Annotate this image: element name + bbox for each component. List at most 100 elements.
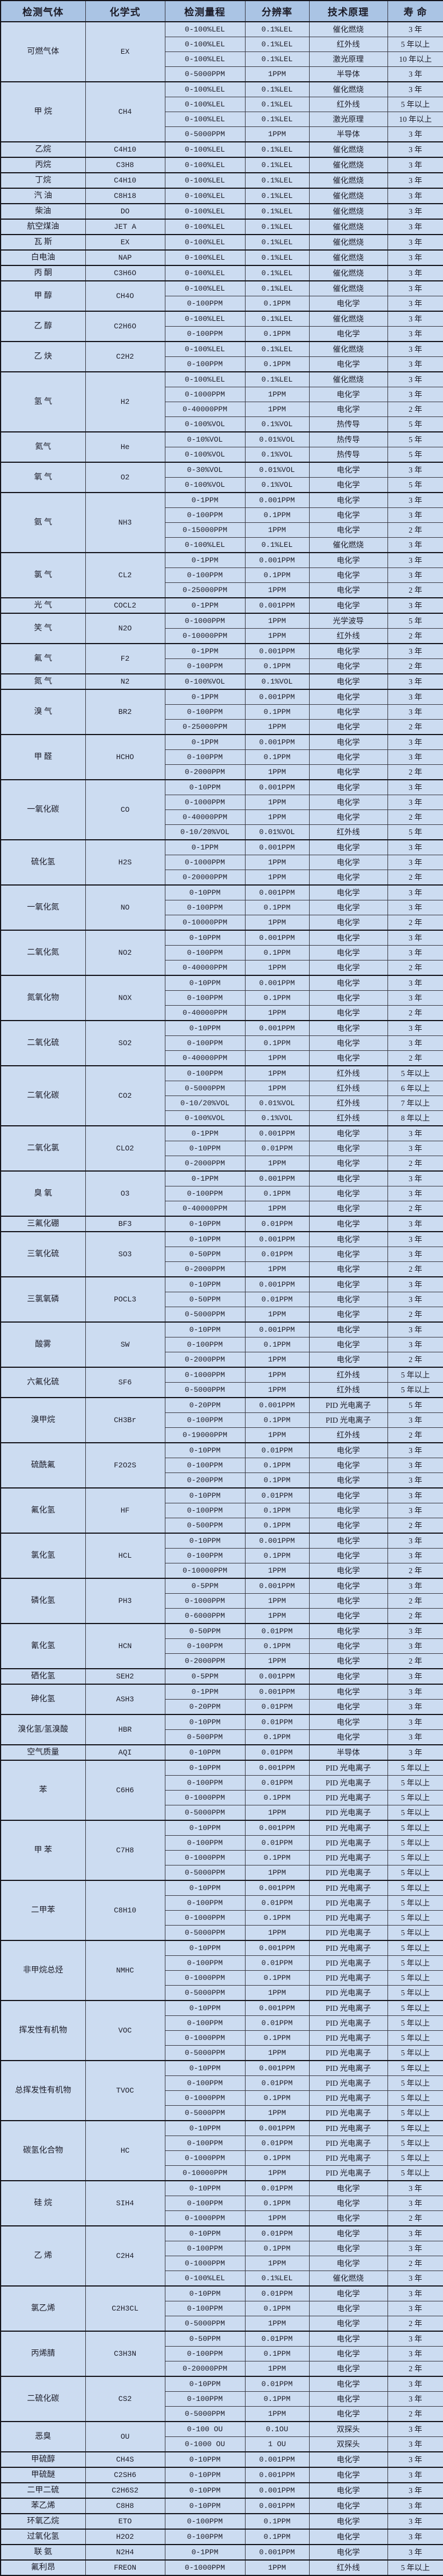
lifespan-cell: 3 年 bbox=[387, 2421, 443, 2437]
lifespan-cell: 5 年以上 bbox=[387, 2136, 443, 2151]
lifespan-cell: 3 年 bbox=[387, 2529, 443, 2545]
resolution-cell: 0.001PPM bbox=[244, 552, 310, 568]
resolution-cell: 0.1OU bbox=[244, 2421, 310, 2437]
lifespan-cell: 2 年 bbox=[387, 402, 443, 417]
resolution-cell: 0.1%LEL bbox=[244, 37, 310, 52]
resolution-cell: 0.1%LEL bbox=[244, 172, 310, 189]
resolution-cell: 0.1PPM bbox=[244, 1910, 310, 1926]
table-row: 砷化氢 ASH3 0-1PPM 0.001PPM 电化学 3 年 bbox=[0, 1684, 443, 1715]
gas-name-cell: 一氧化氮 bbox=[0, 884, 86, 931]
resolution-cell: 0.1%LEL bbox=[244, 371, 310, 387]
gas-formula-cell: C2H2 bbox=[85, 341, 165, 372]
lifespan-cell: 3 年 bbox=[387, 597, 443, 614]
table-row: 0-100PPM 0.1PPM 电化学 3 年 bbox=[1, 507, 443, 523]
range-cell: 0-100PPM bbox=[164, 1412, 246, 1428]
principle-cell: 电化学 bbox=[308, 1186, 388, 1201]
range-cell: 0-5000PPM bbox=[164, 2105, 246, 2121]
principle-cell: 催化燃烧 bbox=[308, 172, 388, 189]
lifespan-cell: 5 年 bbox=[387, 416, 443, 432]
resolution-cell: 1 OU bbox=[244, 2436, 310, 2452]
lifespan-cell: 5 年以上 bbox=[387, 1790, 443, 1805]
range-cell: 0-100PPM bbox=[164, 1548, 246, 1563]
principle-cell: 电化学 bbox=[308, 567, 388, 583]
principle-cell: PID 光电离子 bbox=[308, 2015, 388, 2031]
resolution-cell: 0.01%VOL bbox=[244, 431, 310, 447]
principle-cell: 红外线 bbox=[308, 1065, 388, 1081]
resolution-cell: 0.001PPM bbox=[244, 2000, 310, 2016]
lifespan-cell: 5 年以上 bbox=[387, 1835, 443, 1851]
resolution-cell: 0.001PPM bbox=[244, 1684, 310, 1700]
resolution-cell: 1PPM bbox=[244, 1925, 310, 1941]
range-cell: 0-1000PPM bbox=[164, 2090, 246, 2106]
gas-name-cell: 丙烯腈 bbox=[0, 2331, 86, 2377]
range-cell: 0-1000PPM bbox=[164, 2210, 246, 2226]
lifespan-cell: 2 年 bbox=[387, 870, 443, 886]
range-cell: 0-50PPM bbox=[164, 2331, 246, 2347]
principle-cell: 电化学 bbox=[308, 1578, 388, 1594]
lifespan-cell: 2 年 bbox=[387, 1050, 443, 1066]
gas-name-cell: 环氧乙烷 bbox=[0, 2513, 86, 2530]
range-cell: 0-5PPM bbox=[164, 1668, 246, 1685]
principle-cell: 催化燃烧 bbox=[308, 219, 388, 235]
gas-name-cell: 三氯氧磷 bbox=[0, 1276, 86, 1323]
principle-cell: 红外线 bbox=[308, 1427, 388, 1443]
principle-cell: PID 光电离子 bbox=[308, 2045, 388, 2061]
range-cell: 0-100PPM bbox=[164, 2301, 246, 2316]
table-row: 乙 炔 C2H2 0-100%LEL 0.1%LEL 催化燃烧 3 年 bbox=[0, 341, 443, 372]
principle-cell: 热传导 bbox=[308, 416, 388, 432]
range-cell: 0-100PPM bbox=[164, 1458, 246, 1473]
range-cell: 0-1000PPM bbox=[164, 1910, 246, 1926]
principle-cell: 电化学 bbox=[308, 2529, 388, 2545]
lifespan-cell: 2 年 bbox=[387, 2210, 443, 2226]
lifespan-cell: 3 年 bbox=[387, 341, 443, 357]
lifespan-cell: 5 年以上 bbox=[387, 2559, 443, 2576]
gas-name-cell: 乙 烯 bbox=[0, 2225, 86, 2287]
principle-cell: 电化学 bbox=[308, 2285, 388, 2301]
gas-formula-cell: OU bbox=[85, 2421, 165, 2452]
principle-cell: 红外线 bbox=[308, 824, 388, 840]
gas-name-cell: 二氧化氯 bbox=[0, 1125, 86, 1172]
range-cell: 0-100%LEL bbox=[164, 537, 246, 553]
table-row: 0-19000PPM 1PPM 红外线 2 年 bbox=[1, 1427, 443, 1443]
gas-formula-cell: C2H3CL bbox=[85, 2285, 165, 2332]
lifespan-cell: 5 年以上 bbox=[387, 2105, 443, 2121]
range-cell: 0-100PPM bbox=[164, 1065, 246, 1081]
gas-formula-cell: POCL3 bbox=[85, 1276, 165, 1323]
gas-name-cell: 瓦 斯 bbox=[0, 234, 86, 251]
resolution-cell: 1PPM bbox=[244, 764, 310, 780]
principle-cell: 电化学 bbox=[308, 552, 388, 568]
table-row: 甲硫醚 C2SH6 0-10PPM 0.001PPM 电化学 3 年 bbox=[0, 2467, 443, 2483]
resolution-cell: 0.1%VOL bbox=[244, 447, 310, 463]
principle-cell: 电化学 bbox=[308, 1292, 388, 1307]
gas-name-cell: 氟 气 bbox=[0, 643, 86, 674]
lifespan-cell: 3 年 bbox=[387, 2301, 443, 2316]
lifespan-cell: 3 年 bbox=[387, 280, 443, 296]
resolution-cell: 1PPM bbox=[244, 809, 310, 825]
gas-formula-cell: H2O2 bbox=[85, 2529, 165, 2545]
lifespan-cell: 2 年 bbox=[387, 915, 443, 931]
table-row: 0-1000PPM 0.1PPM PID 光电离子 5 年以上 bbox=[1, 2030, 443, 2046]
resolution-cell: 1PPM bbox=[244, 2316, 310, 2332]
range-cell: 0-10PPM bbox=[164, 2000, 246, 2016]
principle-cell: 红外线 bbox=[308, 1382, 388, 1398]
table-row: 苯乙烯 C8H8 0-10PPM 0.001PPM 电化学 3 年 bbox=[0, 2498, 443, 2514]
lifespan-cell: 5 年以上 bbox=[387, 2165, 443, 2181]
resolution-cell: 1PPM bbox=[244, 1563, 310, 1579]
lifespan-cell: 2 年 bbox=[387, 1427, 443, 1443]
table-row: 0-500PPM 0.1PPM 电化学 2 年 bbox=[1, 1518, 443, 1534]
gas-name-cell: 二氧化硫 bbox=[0, 1020, 86, 1066]
range-cell: 0-100%VOL bbox=[164, 477, 246, 493]
lifespan-cell: 5 年以上 bbox=[387, 97, 443, 112]
principle-cell: 热传导 bbox=[308, 431, 388, 447]
range-cell: 0-10PPM bbox=[164, 1216, 246, 1232]
range-cell: 0-10000PPM bbox=[164, 915, 246, 931]
table-row: 氨 气 NH3 0-1PPM 0.001PPM 电化学 3 年 bbox=[0, 492, 443, 553]
principle-cell: PID 光电离子 bbox=[308, 1775, 388, 1791]
gas-name-cell: 氯乙烯 bbox=[0, 2285, 86, 2332]
table-row: 甲 烷 CH4 0-100%LEL 0.1%LEL 催化燃烧 3 年 bbox=[0, 81, 443, 142]
principle-cell: 电化学 bbox=[308, 1231, 388, 1247]
range-cell: 0-100PPM bbox=[164, 356, 246, 372]
gas-name-cell: 甲 苯 bbox=[0, 1820, 86, 1881]
range-cell: 0-1PPM bbox=[164, 839, 246, 855]
gas-name-cell: 白电油 bbox=[0, 249, 86, 266]
